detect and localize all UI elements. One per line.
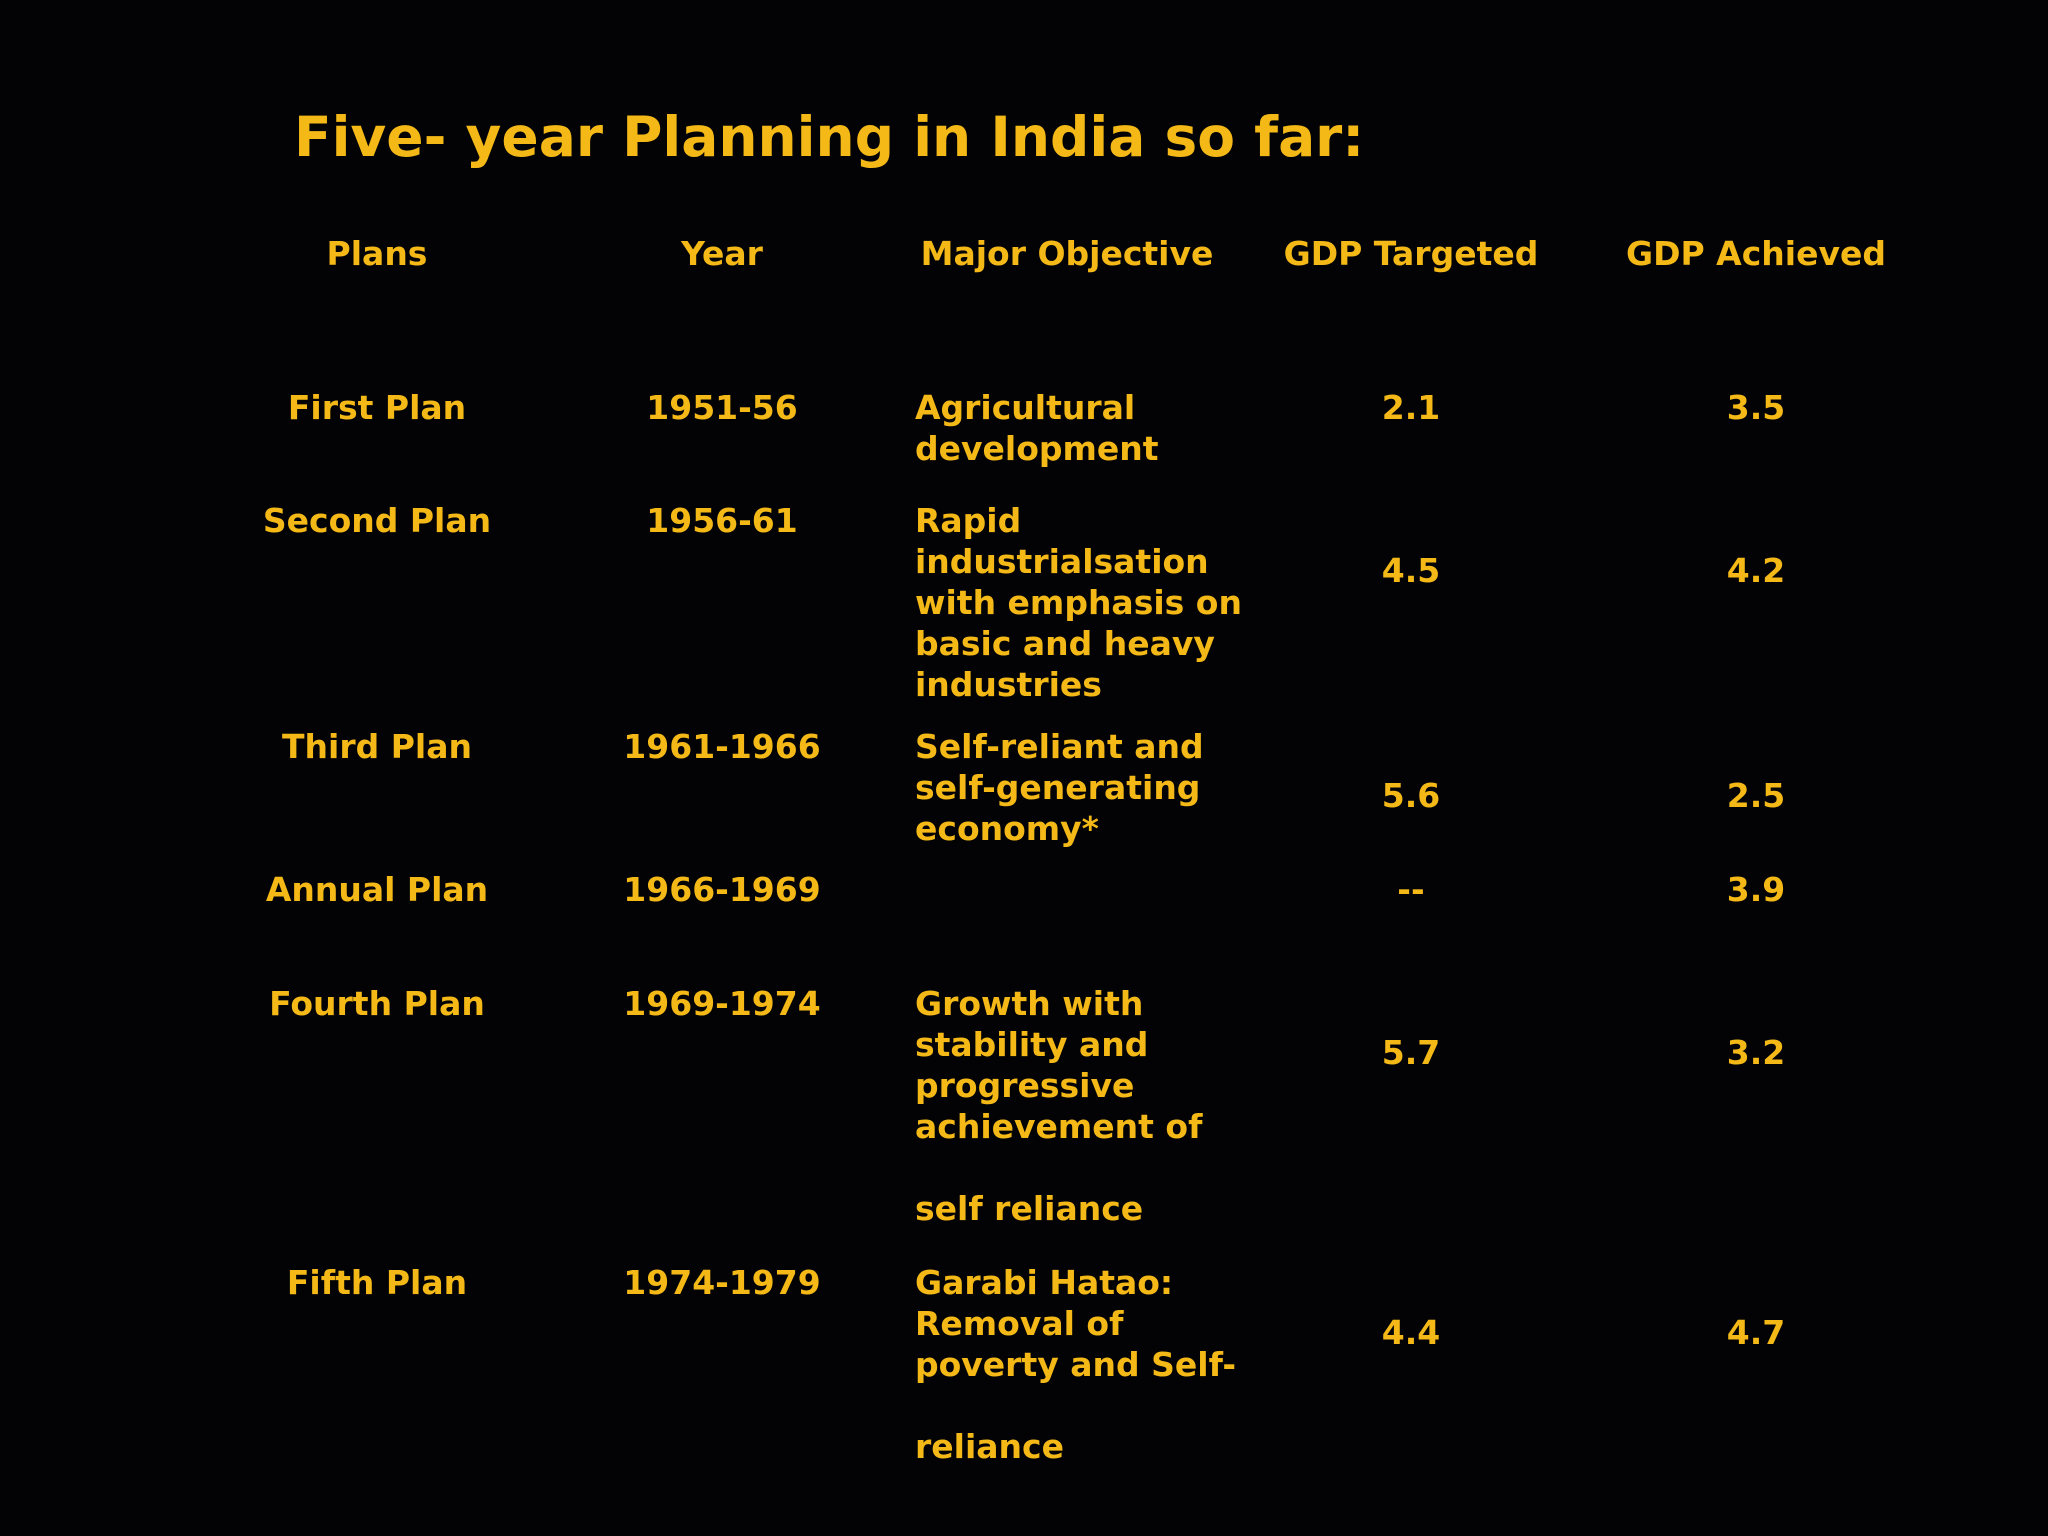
row-4-plan: Annual Plan — [265, 870, 489, 909]
row-2-plan: Second Plan — [262, 501, 492, 540]
row-4-year: 1966-1969 — [623, 870, 821, 909]
slide-title: Five- year Planning in India so far: — [294, 105, 1365, 169]
row-6-plan: Fifth Plan — [286, 1263, 468, 1302]
row-2-year: 1956-61 — [646, 501, 798, 540]
row-5-gdp-achieved: 3.2 — [1726, 1033, 1786, 1072]
row-1-gdp-targeted: 2.1 — [1381, 388, 1441, 427]
row-1-objective: Agricultural development — [915, 388, 1159, 468]
row-5-year: 1969-1974 — [623, 984, 821, 1023]
row-6-year: 1974-1979 — [623, 1263, 821, 1302]
row-3-plan: Third Plan — [282, 727, 472, 766]
header-gdp-achieved: GDP Achieved — [1626, 234, 1886, 273]
row-1-year: 1951-56 — [646, 388, 798, 427]
row-3-objective: Self-reliant and self-generating economy… — [915, 727, 1204, 848]
row-4-gdp-achieved: 3.9 — [1726, 870, 1786, 909]
row-3-gdp-targeted: 5.6 — [1381, 776, 1441, 815]
row-6-gdp-targeted: 4.4 — [1381, 1313, 1441, 1352]
row-5-plan: Fourth Plan — [269, 984, 485, 1023]
row-6-objective: Garabi Hatao: Removal of poverty and Sel… — [915, 1263, 1237, 1466]
row-2-gdp-targeted: 4.5 — [1381, 551, 1441, 590]
header-gdp-targeted: GDP Targeted — [1283, 234, 1539, 273]
row-5-gdp-targeted: 5.7 — [1381, 1033, 1441, 1072]
row-5-objective: Growth with stability and progressive ac… — [915, 984, 1203, 1228]
row-1-plan: First Plan — [287, 388, 467, 427]
row-2-gdp-achieved: 4.2 — [1726, 551, 1786, 590]
row-3-gdp-achieved: 2.5 — [1726, 776, 1786, 815]
header-year: Year — [681, 234, 763, 273]
row-2-objective: Rapid industrialsation with emphasis on … — [915, 501, 1242, 704]
header-major-objective: Major Objective — [920, 234, 1214, 273]
row-3-year: 1961-1966 — [623, 727, 821, 766]
header-plans: Plans — [326, 234, 428, 273]
row-6-gdp-achieved: 4.7 — [1726, 1313, 1786, 1352]
row-1-gdp-achieved: 3.5 — [1726, 388, 1786, 427]
row-4-gdp-targeted: -- — [1397, 870, 1425, 909]
